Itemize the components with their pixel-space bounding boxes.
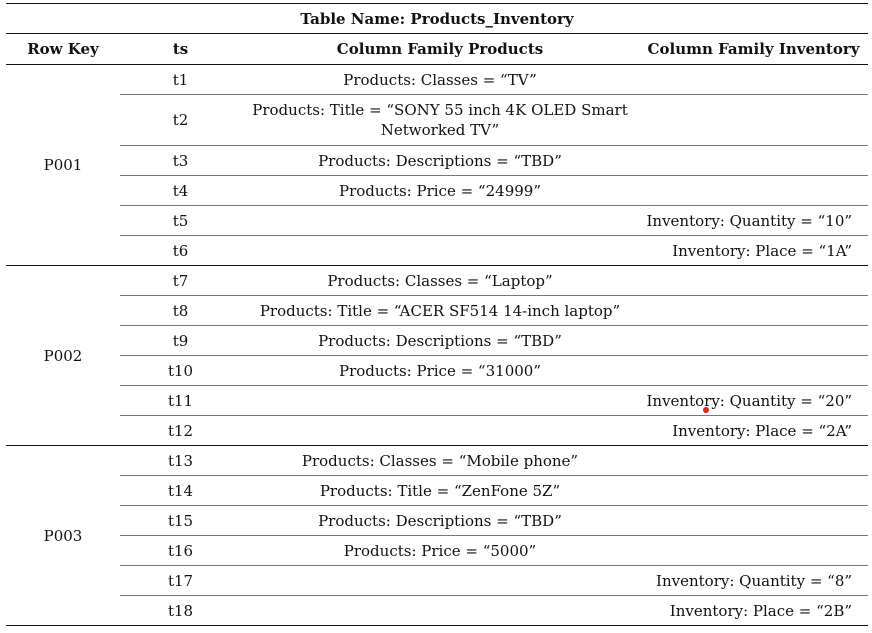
table-row: t14 Products: Title = “ZenFone 5Z” [6,475,869,506]
table-row: t10 Products: Price = “31000” [6,355,869,386]
table-row: P001 t1 Products: Classes = “TV” [6,64,869,266]
inventory-cell: Inventory: Quantity = “10” [639,205,869,236]
products-cell [241,595,639,626]
products-cell: Products: Price = “24999” [241,175,639,206]
table-header-row: Row Key ts Column Family Products Column… [6,33,869,65]
inventory-cell [639,175,869,206]
products-cell: Products: Title = “SONY 55 inch 4K OLED … [241,94,639,146]
inventory-cell: Inventory: Place = “1A” [639,235,869,266]
inventory-cell: Inventory: Place = “2A” [639,415,869,446]
table-row: t12 Inventory: Place = “2A” [6,415,869,446]
products-cell: Products: Price = “5000” [241,535,639,566]
inventory-cell: Inventory: Quantity = “8” [639,565,869,596]
ts-cell: t6 [120,235,241,266]
table-row: t6 Inventory: Place = “1A” [6,235,869,266]
table-row: t8 Products: Title = “ACER SF514 14-inch… [6,295,869,326]
inventory-cell [639,94,869,146]
inventory-cell [639,535,869,566]
products-cell: Products: Classes = “TV” [241,64,639,95]
inventory-cell [639,145,869,176]
table-title: Table Name: Products_Inventory [6,3,869,34]
inventory-cell [639,295,869,326]
inventory-cell [639,265,869,296]
table-row: t3 Products: Descriptions = “TBD” [6,145,869,176]
inventory-cell: Inventory: Place = “2B” [639,595,869,626]
mouse-cursor-dot [703,407,709,413]
column-header-row-key: Row Key [6,33,120,65]
ts-cell: t12 [120,415,241,446]
ts-cell: t17 [120,565,241,596]
ts-cell: t16 [120,535,241,566]
ts-cell: t9 [120,325,241,356]
inventory-cell [639,445,869,476]
table-row: P003 t13 Products: Classes = “Mobile pho… [6,445,869,626]
ts-cell: t10 [120,355,241,386]
products-cell: Products: Classes = “Laptop” [241,265,639,296]
table-row: P002 t7 Products: Classes = “Laptop” [6,265,869,446]
ts-cell: t1 [120,64,241,95]
table-row: t18 Inventory: Place = “2B” [6,595,869,626]
products-cell: Products: Price = “31000” [241,355,639,386]
ts-cell: t18 [120,595,241,626]
products-cell [241,385,639,416]
table-row: t11 Inventory: Quantity = “20” [6,385,869,416]
inventory-cell: Inventory: Quantity = “20” [639,385,869,416]
products-cell: Products: Descriptions = “TBD” [241,325,639,356]
ts-cell: t14 [120,475,241,506]
products-cell [241,415,639,446]
products-cell: Products: Descriptions = “TBD” [241,505,639,536]
inventory-cell [639,64,869,95]
products-cell: Products: Title = “ZenFone 5Z” [241,475,639,506]
table-row: t17 Inventory: Quantity = “8” [6,565,869,596]
table-row: t4 Products: Price = “24999” [6,175,869,206]
ts-cell: t15 [120,505,241,536]
table-row: t5 Inventory: Quantity = “10” [6,205,869,236]
row-key-cell: P002 [6,265,120,446]
column-header-inventory: Column Family Inventory [639,33,869,65]
ts-cell: t2 [120,94,241,146]
table-row: t2 Products: Title = “SONY 55 inch 4K OL… [6,94,869,146]
products-cell [241,235,639,266]
ts-cell: t4 [120,175,241,206]
ts-cell: t8 [120,295,241,326]
inventory-cell [639,505,869,536]
inventory-cell [639,475,869,506]
row-key-cell: P003 [6,445,120,626]
ts-cell: t13 [120,445,241,476]
table-row: t16 Products: Price = “5000” [6,535,869,566]
table-row: t15 Products: Descriptions = “TBD” [6,505,869,536]
ts-cell: t7 [120,265,241,296]
column-header-products: Column Family Products [241,33,639,65]
ts-cell: t5 [120,205,241,236]
column-header-ts: ts [120,33,241,65]
ts-cell: t3 [120,145,241,176]
inventory-cell [639,325,869,356]
products-cell [241,205,639,236]
products-inventory-table: Table Name: Products_Inventory Row Key t… [6,3,869,626]
row-key-cell: P001 [6,64,120,266]
products-cell [241,565,639,596]
products-cell: Products: Classes = “Mobile phone” [241,445,639,476]
products-cell: Products: Descriptions = “TBD” [241,145,639,176]
inventory-cell [639,355,869,386]
table-row: t9 Products: Descriptions = “TBD” [6,325,869,356]
table-title-row: Table Name: Products_Inventory [6,3,869,34]
ts-cell: t11 [120,385,241,416]
products-cell: Products: Title = “ACER SF514 14-inch la… [241,295,639,326]
